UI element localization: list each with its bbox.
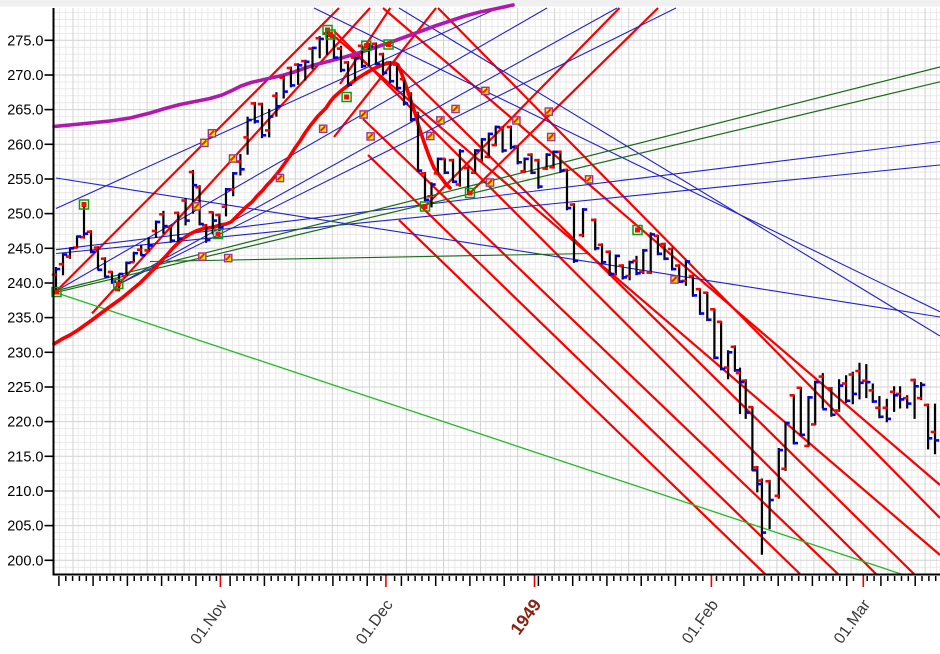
svg-text:230.0: 230.0 — [7, 345, 43, 361]
svg-text:200.0: 200.0 — [7, 553, 43, 569]
svg-text:240.0: 240.0 — [7, 276, 43, 292]
svg-text:255.0: 255.0 — [7, 172, 43, 188]
svg-text:225.0: 225.0 — [7, 380, 43, 396]
svg-text:260.0: 260.0 — [7, 137, 43, 153]
svg-text:215.0: 215.0 — [7, 449, 43, 465]
svg-text:205.0: 205.0 — [7, 519, 43, 535]
svg-text:235.0: 235.0 — [7, 311, 43, 327]
svg-text:220.0: 220.0 — [7, 415, 43, 431]
svg-text:275.0: 275.0 — [7, 33, 43, 49]
svg-text:265.0: 265.0 — [7, 103, 43, 119]
svg-text:250.0: 250.0 — [7, 207, 43, 223]
svg-text:210.0: 210.0 — [7, 484, 43, 500]
svg-text:270.0: 270.0 — [7, 68, 43, 84]
svg-text:245.0: 245.0 — [7, 241, 43, 257]
